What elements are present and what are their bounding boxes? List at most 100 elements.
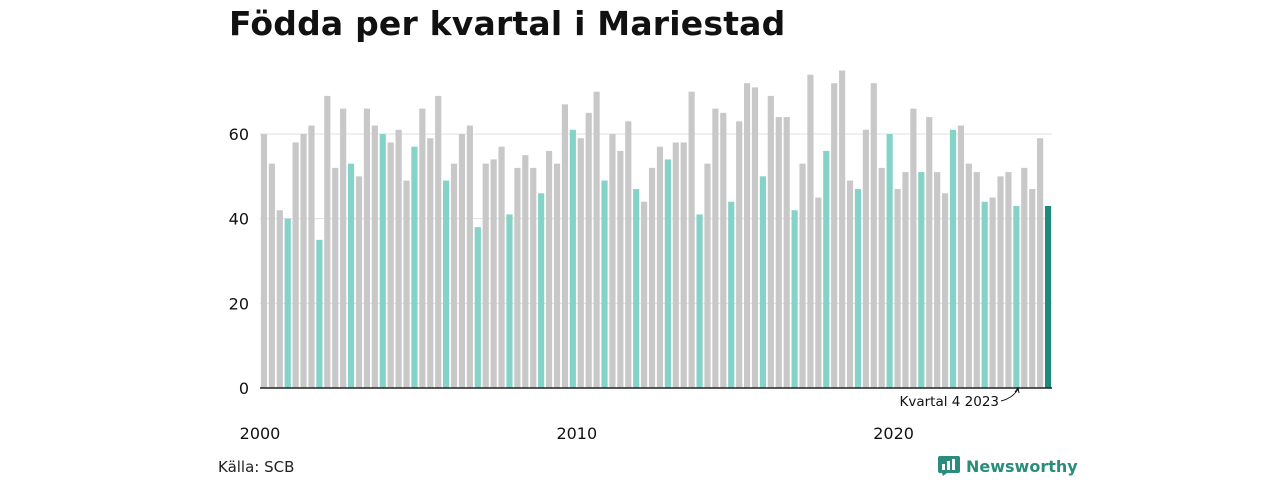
annotation-arrowhead (1014, 386, 1020, 394)
bar (506, 214, 513, 388)
bar (664, 159, 671, 388)
bar (443, 180, 450, 388)
bar (648, 167, 656, 388)
bar (561, 104, 569, 389)
bar (593, 91, 600, 389)
bar (498, 146, 505, 388)
brand-logo[interactable]: Newsworthy (938, 456, 1078, 476)
y-tick-label: 60 (229, 125, 249, 144)
bar (395, 129, 402, 388)
y-tick-label: 0 (239, 379, 249, 398)
brand-name: Newsworthy (966, 456, 1078, 476)
gridlines (260, 133, 1052, 304)
bar (490, 159, 497, 388)
bar (981, 201, 988, 388)
bar (617, 150, 624, 388)
bar (260, 134, 268, 388)
bar (941, 193, 949, 388)
bar (854, 189, 862, 388)
bar (514, 167, 521, 388)
bar (799, 163, 806, 388)
bar (458, 134, 466, 388)
bar (324, 95, 331, 389)
bar (403, 180, 410, 388)
bar (332, 167, 339, 388)
bar (957, 125, 965, 388)
bar (831, 83, 838, 388)
bar (997, 176, 1004, 388)
axes: 0 20 40 60 2000 2010 2020 (229, 125, 1052, 443)
bar (1044, 205, 1052, 388)
bar (268, 163, 275, 388)
bar (759, 176, 767, 388)
bar (340, 108, 347, 388)
bar (585, 112, 592, 388)
bar (902, 172, 909, 388)
bar (292, 142, 299, 388)
bar (862, 129, 869, 388)
bar (815, 197, 822, 388)
x-tick-label: 2020 (873, 424, 914, 443)
bar (656, 146, 664, 388)
bar (751, 87, 759, 389)
bar (949, 129, 957, 388)
bar (934, 172, 941, 388)
bar (791, 210, 798, 388)
x-tick-label: 2000 (240, 424, 281, 443)
bar (355, 176, 363, 388)
bar (522, 155, 529, 388)
bar (688, 91, 695, 389)
bar (276, 210, 283, 388)
bar (419, 108, 426, 388)
bar (720, 112, 727, 388)
bar (553, 163, 561, 388)
bar (482, 163, 489, 388)
bar (625, 121, 632, 389)
bar (807, 74, 814, 388)
bar (435, 95, 442, 389)
bar (878, 167, 885, 388)
bar (736, 121, 743, 389)
bar (545, 150, 553, 388)
bar (839, 70, 846, 388)
bar (894, 189, 901, 388)
bar (973, 172, 980, 388)
source-label: Källa: SCB (218, 458, 295, 476)
bar (712, 108, 719, 388)
bar (696, 214, 703, 388)
bar (633, 189, 640, 388)
bar (743, 83, 751, 388)
bar (641, 201, 648, 388)
bar (300, 134, 307, 388)
bar (704, 163, 711, 388)
annotation-label: Kvartal 4 2023 (899, 394, 999, 410)
bar (886, 134, 893, 388)
newsworthy-icon (938, 456, 960, 476)
bar (1029, 189, 1036, 388)
bar (371, 125, 378, 388)
bar (870, 83, 877, 388)
bar (965, 163, 972, 388)
bar (577, 138, 584, 388)
bar (926, 117, 933, 388)
bar (474, 227, 481, 388)
bar (363, 108, 371, 388)
bar (846, 180, 854, 388)
annotation-arrow (1000, 388, 1019, 402)
annotation-group: Kvartal 4 2023 (899, 386, 1020, 410)
bar (284, 218, 291, 388)
bar (379, 134, 386, 388)
bar (1037, 138, 1044, 388)
bar (427, 138, 434, 388)
x-tick-label: 2010 (556, 424, 597, 443)
bar (347, 163, 355, 388)
bar (918, 172, 925, 388)
bar (680, 142, 687, 388)
bar (783, 117, 790, 388)
bar (538, 193, 545, 388)
bar (989, 197, 996, 388)
bar (308, 125, 315, 388)
bar (530, 167, 537, 388)
bar (910, 108, 917, 388)
